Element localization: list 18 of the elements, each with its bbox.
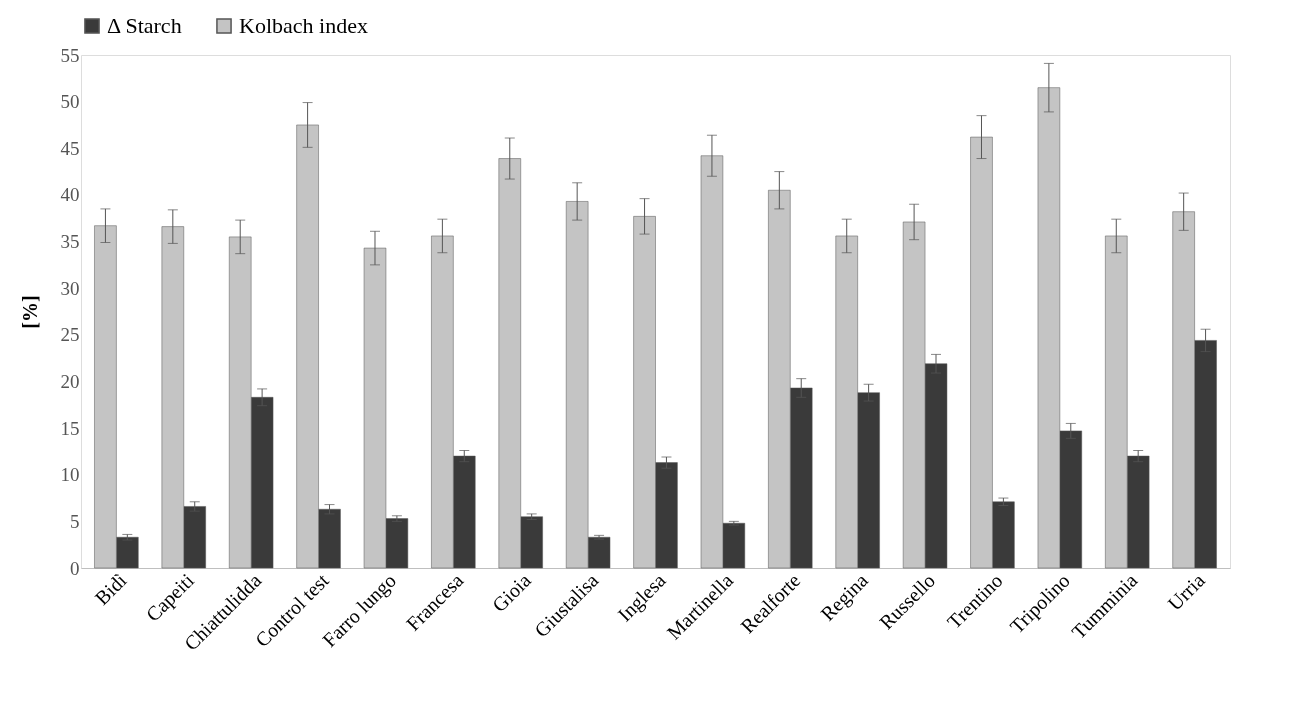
y-tick-label: 15 <box>60 417 80 439</box>
x-tick-label: Bidì <box>90 568 131 609</box>
y-tick-label: 35 <box>60 231 80 253</box>
y-tick-label: 50 <box>60 91 80 113</box>
x-tick-label: Urria <box>1163 569 1209 615</box>
y-tick-label: 45 <box>60 137 80 159</box>
y-tick-label: 20 <box>60 370 80 392</box>
y-tick-label: 25 <box>60 324 80 346</box>
legend-label: Kolbach index <box>239 13 368 38</box>
y-tick-label: 55 <box>60 44 80 66</box>
y-tick-label: 0 <box>70 557 80 579</box>
y-tick-label: 5 <box>70 510 80 532</box>
y-axis-title: [%] <box>18 295 41 329</box>
y-tick-label: 40 <box>60 184 80 206</box>
legend-label: Δ Starch <box>107 13 182 38</box>
x-tick-label: Gioia <box>487 569 535 617</box>
y-tick-label: 30 <box>60 277 80 299</box>
y-tick-label: 10 <box>60 464 80 486</box>
